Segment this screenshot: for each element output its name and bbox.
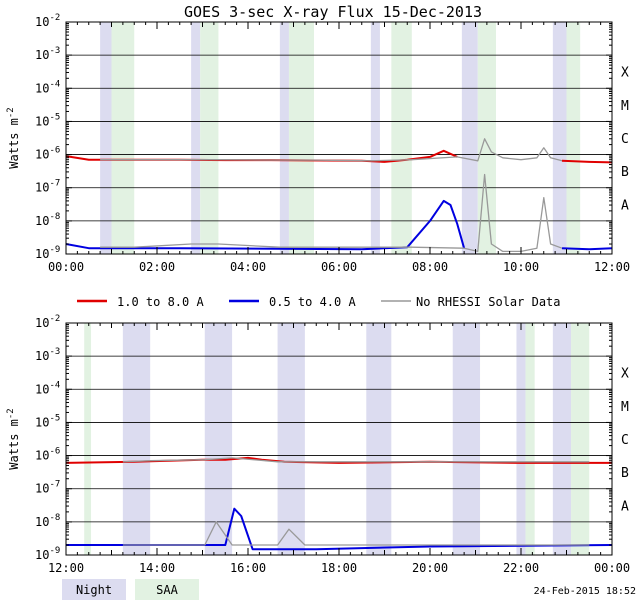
top-y-tick-label: 10-6 — [35, 146, 60, 162]
top-y-tick-label: 10-5 — [35, 112, 60, 128]
top-y-tick-label: 10-2 — [35, 13, 60, 29]
top-y-tick-label: 10-9 — [35, 245, 60, 261]
top-night-band — [279, 22, 289, 254]
top-series-short — [561, 247, 613, 251]
top-y-tick-label: 10-7 — [35, 179, 60, 195]
top-x-tick-label: 00:00 — [48, 260, 84, 274]
bottom-night-band — [452, 323, 481, 555]
legend-short-label: 0.5 to 4.0 A — [269, 295, 356, 309]
bottom-x-tick-label: 16:00 — [230, 561, 266, 575]
bottom-flare-class-label: M — [621, 400, 629, 415]
top-x-tick-label: 04:00 — [230, 260, 266, 274]
top-x-tick-label: 02:00 — [139, 260, 175, 274]
bottom-series-no_data — [122, 457, 590, 463]
bottom-flare-class-label: X — [621, 367, 629, 382]
timestamp: 24-Feb-2015 18:52 — [534, 586, 636, 597]
top-flare-class-label: C — [621, 132, 629, 147]
bottom-y-tick-label: 10-2 — [35, 314, 60, 330]
bottom-night-band — [277, 323, 305, 555]
key-night-box — [62, 579, 126, 600]
bottom-night-band — [516, 323, 526, 555]
bottom-y-tick-label: 10-5 — [35, 413, 60, 429]
bottom-y-tick-label: 10-9 — [35, 546, 60, 562]
bottom-x-tick-label: 18:00 — [321, 561, 357, 575]
top-plot-frame — [65, 21, 613, 255]
bottom-series-no_data — [122, 521, 590, 546]
bottom-flare-class-label: B — [621, 466, 629, 481]
top-x-tick-label: 12:00 — [594, 260, 630, 274]
bottom-x-tick-label: 14:00 — [139, 561, 175, 575]
bottom-x-tick-label: 20:00 — [412, 561, 448, 575]
top-y-tick-label: 10-4 — [35, 79, 60, 95]
top-night-band — [100, 22, 112, 254]
bottom-night-band — [122, 323, 151, 555]
top-x-tick-label: 10:00 — [503, 260, 539, 274]
bottom-x-tick-label: 22:00 — [503, 561, 539, 575]
chart-title: GOES 3-sec X-ray Flux 15-Dec-2013 — [184, 3, 482, 21]
legend: 1.0 to 8.0 A 0.5 to 4.0 A No RHESSI Sola… — [77, 295, 561, 309]
bottom-night-band — [552, 323, 572, 555]
bottom-flare-class-label: C — [621, 433, 629, 448]
top-flare-class-label: B — [621, 165, 629, 180]
panel-bottom: 10-2 10-3 10-4 10-5 10-6 10-7 10-8 10-9 X M C B A 12:… — [6, 314, 630, 575]
top-saa-band — [288, 22, 314, 254]
top-saa-band — [200, 22, 219, 254]
bottom-x-tick-label: 12:00 — [48, 561, 84, 575]
top-y-tick-label: 10-3 — [35, 46, 60, 62]
bottom-night-band — [366, 323, 392, 555]
top-y-axis-title: Watts m-2 — [6, 107, 21, 168]
bottom-saa-band — [84, 323, 92, 555]
bottom-x-tick-label: 00:00 — [594, 561, 630, 575]
top-series-no_data — [100, 138, 563, 162]
top-flare-class-label: X — [621, 66, 629, 81]
bottom-y-axis-title: Watts m-2 — [6, 408, 21, 469]
top-saa-band — [391, 22, 412, 254]
key: Night SAA — [62, 579, 199, 600]
bottom-saa-band — [525, 323, 535, 555]
top-flare-class-label: M — [621, 99, 629, 114]
bottom-y-tick-label: 10-3 — [35, 347, 60, 363]
top-series-no_data — [100, 173, 563, 253]
key-saa-box — [135, 579, 199, 600]
top-y-tick-label: 10-8 — [35, 212, 60, 228]
key-night-label: Night — [76, 583, 112, 597]
top-night-band — [370, 22, 380, 254]
bottom-y-tick-label: 10-7 — [35, 480, 60, 496]
bottom-saa-band — [571, 323, 590, 555]
legend-no-data-label: No RHESSI Solar Data — [416, 295, 561, 309]
top-night-band — [191, 22, 201, 254]
bottom-flare-class-label: A — [621, 499, 629, 514]
panel-top: 10-2 10-3 10-4 10-5 10-6 10-7 10-8 10-9 X M C B A 00:… — [6, 13, 630, 274]
bottom-y-tick-label: 10-6 — [35, 447, 60, 463]
legend-long-label: 1.0 to 8.0 A — [117, 295, 204, 309]
top-saa-band — [566, 22, 581, 254]
top-night-band — [552, 22, 567, 254]
top-flare-class-label: A — [621, 198, 629, 213]
bottom-night-band — [204, 323, 233, 555]
bottom-y-tick-label: 10-4 — [35, 380, 60, 396]
key-saa-label: SAA — [156, 583, 178, 597]
bottom-y-tick-label: 10-8 — [35, 513, 60, 529]
top-series-short — [65, 199, 466, 251]
top-series-long — [561, 159, 613, 164]
top-x-tick-label: 06:00 — [321, 260, 357, 274]
top-night-band — [461, 22, 478, 254]
top-x-tick-label: 08:00 — [412, 260, 448, 274]
top-saa-band — [111, 22, 135, 254]
